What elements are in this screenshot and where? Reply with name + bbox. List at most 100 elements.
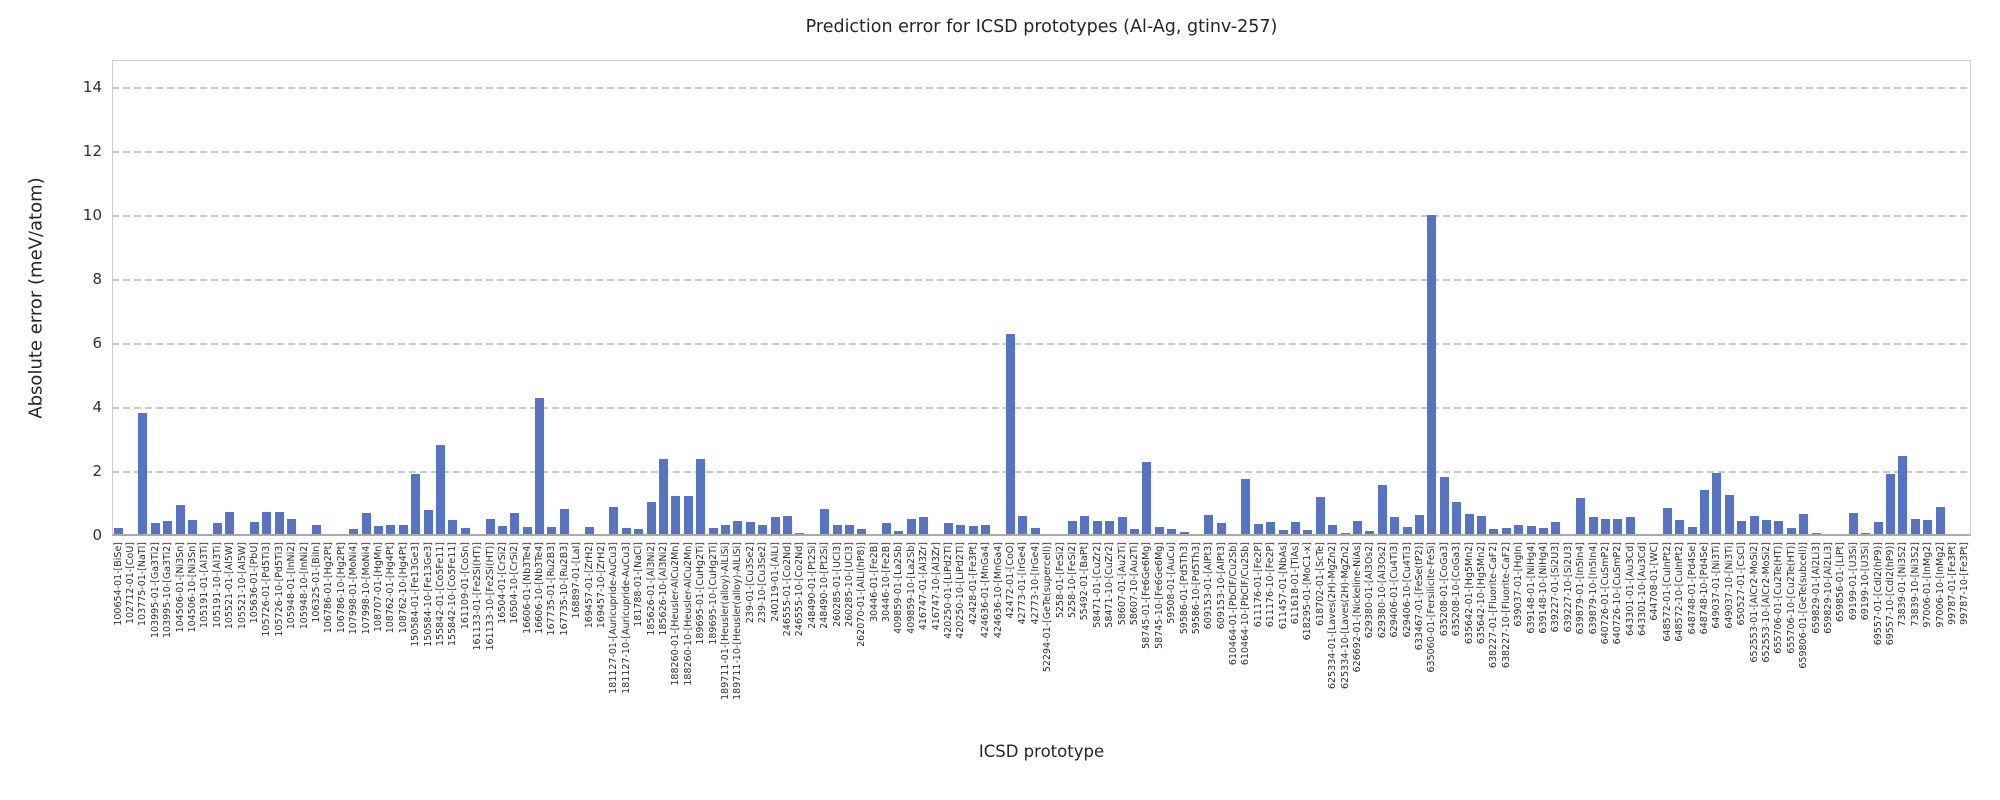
x-tick-label: 30446-01-[Fe2B] [868,542,880,622]
bar [1662,507,1672,536]
x-tick-label: 248490-10-[Pt2Si] [819,542,831,629]
bar [882,523,892,536]
bar [138,413,148,536]
bar [398,525,408,536]
x-tick-label: 639227-10-[Si2U3] [1562,542,1574,633]
x-tick-label: 105191-10-[Al3Ti] [211,542,223,628]
bar [1353,520,1363,536]
x-tick-label: 103995-10-[Ga3Ti2] [162,542,174,639]
x-tick-label: 625334-10-[Laves(2H)-MgZn2] [1339,542,1351,689]
x-tick-label: 248490-01-[Pt2Si] [806,542,818,629]
bar [968,525,978,536]
bar [423,510,433,536]
x-tick-label: 108707-01-[HgMn] [372,542,384,633]
bar [1439,476,1449,536]
bar [1154,526,1164,536]
x-tick-label: 106786-10-[Hg2Pt] [335,542,347,634]
bar [287,519,297,536]
x-tick-label: 16606-10-[Nb3Te4] [534,542,546,634]
bar [634,529,644,536]
bar [1724,495,1734,536]
bar [1179,531,1189,536]
x-tick-label: 189711-10-[Heusler(alloy)-AlLiSi] [732,542,744,700]
x-tick-label: 635060-01-[Fersilicite-FeSi] [1426,542,1438,673]
x-tick-label: 99787-01-[Fe3Pt] [1946,542,1958,625]
bar [782,515,792,536]
bar [1464,514,1474,536]
x-tick-label: 16504-10-[CrSi2] [509,542,521,624]
x-tick-label: 97006-01-[InMg2] [1922,542,1934,628]
bar [175,505,185,536]
x-tick-label: 16606-01-[Nb3Te4] [521,542,533,634]
bar [522,527,532,536]
x-tick-label: 181127-01-[Auricupride-AuCu3] [608,542,620,694]
x-tick-label: 105191-01-[Al3Ti] [199,542,211,628]
x-tick-label: 189711-01-[Heusler(alloy)-AlLiSi] [719,542,731,700]
x-tick-label: 611176-10-[Fe2P] [1265,542,1277,628]
x-tick-label: 42472-01-[CoO] [1005,542,1017,619]
bar [336,535,346,536]
x-tick-label: 629406-10-[Cu4Ti3] [1401,542,1413,638]
bar [820,509,830,536]
x-tick-label: 638227-10-[Fluorite-CaF2] [1500,542,1512,669]
x-tick-label: 100654-01-[BiSe] [112,542,124,626]
bar [1377,485,1387,536]
x-tick-label: 409859-10-[La2Sb] [905,542,917,634]
bar [1476,515,1486,536]
bar [1762,520,1771,536]
bar [1712,473,1722,536]
bar [906,519,916,536]
gridline-y6 [112,343,1971,345]
x-tick-label: 610464-01-[PbClF/Cu2Sb] [1228,542,1240,666]
x-tick-label: 167735-10-[Ru2B3] [558,542,570,636]
bar [733,520,743,536]
bar [1278,529,1288,536]
bar [274,512,284,536]
x-tick-label: 42773-01-[IrGe4] [1017,542,1029,625]
x-tick-label: 659806-01-[GeTe(subcell)] [1798,542,1810,669]
y-axis-label: Absolute error (meV/atom) [25,177,47,419]
x-tick-label: 648748-01-[Pd4Se] [1686,542,1698,635]
x-tick-label: 629380-10-[Al3Os2] [1376,542,1388,639]
x-tick-label: 73839-01-[Ni3S2] [1897,542,1909,627]
x-tick-label: 609153-10-[AlPt3] [1215,542,1227,630]
plot-area [112,60,1971,536]
bar [237,535,247,536]
x-tick-label: 650527-01-[CsCl] [1736,542,1748,626]
x-tick-label: 155842-01-[Co5Fe11] [434,542,446,646]
bar [1613,518,1623,536]
x-tick-label: 618295-01-[MoC1-x] [1302,542,1314,641]
x-tick-label: 107998-01-[MoNi4] [348,542,360,635]
bar [1861,532,1871,536]
x-tick-label: 643301-01-[Au3Cd] [1624,542,1636,636]
x-tick-label: 55492-01-[BaPt] [1079,542,1091,621]
x-tick-label: 633467-01-[FeSe(tP2)] [1414,542,1425,651]
x-tick-label: 416747-01-[Al3Zr] [918,542,930,631]
bar [659,459,668,536]
x-tick-label: 648572-01-[CuInPt2] [1661,542,1673,642]
x-tick-label: 169457-01-[ZrH2] [583,542,595,629]
x-tick-label: 69557-01-[CdI2(hP9)] [1872,542,1884,646]
y-tick-label: 8 [92,270,102,288]
y-tick-label: 2 [92,462,102,480]
gridline-y2 [112,471,1971,473]
x-tick-label: 99787-10-[Fe3Pt] [1959,542,1971,625]
bar [510,513,520,536]
y-tick-label: 12 [82,142,102,160]
x-tick-label: 58745-10-[Fe6Ge6Mg] [1153,542,1165,649]
x-tick-label: 659829-01-[Al2Li3] [1810,542,1822,634]
axes-frame [112,60,1971,536]
bar [1253,523,1263,536]
gridline-y4 [112,407,1971,409]
bar [324,535,334,536]
bar [609,506,619,536]
x-tick-label: 105636-01-[PbU] [249,542,261,624]
x-tick-label: 262070-01-[AlLi(hP8)] [856,542,868,647]
x-tick-label: 409859-01-[La2Sb] [893,542,905,634]
x-tick-label: 189695-01-[CuHg2Ti] [695,542,707,645]
x-tick-label: 169457-10-[ZrH2] [596,542,608,629]
gridline-y12 [112,151,1971,153]
x-tick-label: 150584-10-[Fe13Ge3] [422,542,434,647]
x-tick-label: 108762-01-[Hg4Pt] [385,542,397,634]
x-tick-label: 105726-10-[Pd5Ti3] [273,542,285,637]
